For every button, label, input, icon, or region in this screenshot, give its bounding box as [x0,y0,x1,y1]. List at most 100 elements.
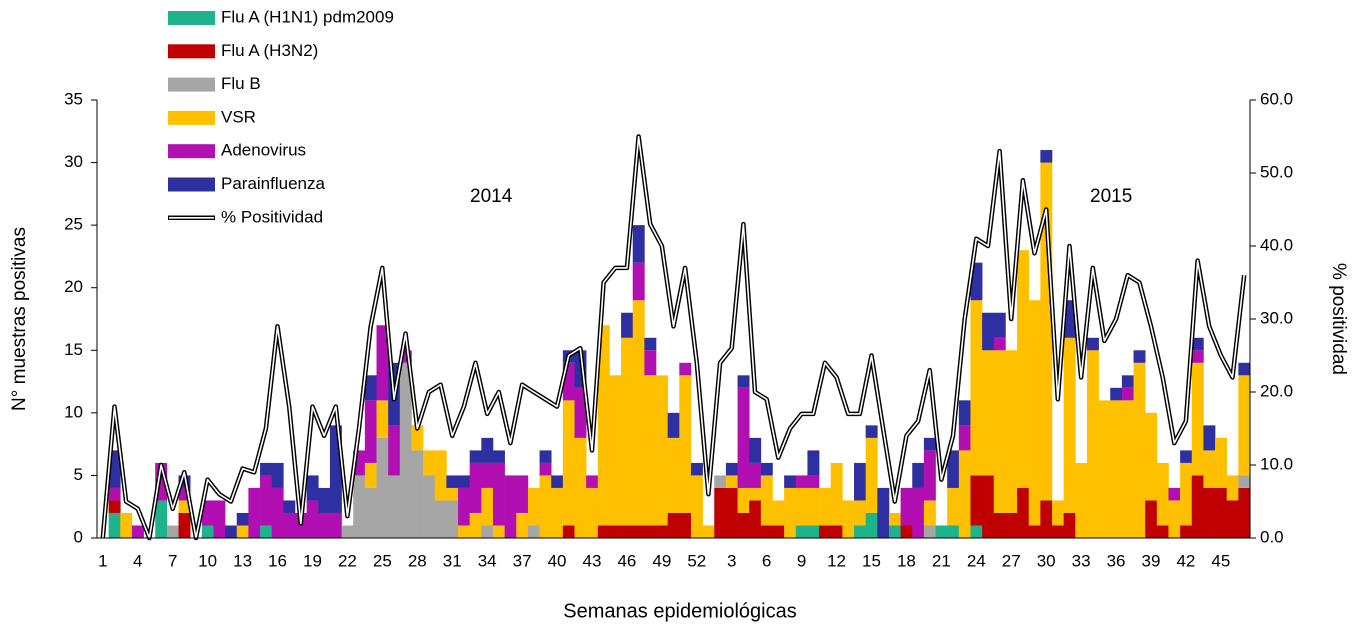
bar-segment [481,525,494,538]
x-tick-label: 9 [797,551,806,570]
bar-segment [854,500,866,526]
bar-segment [574,387,587,438]
x-tick-label: 40 [548,551,567,570]
bar-segment [329,425,342,513]
bar-segment [644,337,657,351]
bar-segment [830,525,843,538]
bar-segment [260,525,272,538]
bar-segment [446,487,459,501]
bar-segment [1238,375,1251,476]
bar-segment [376,325,389,401]
bar-segment [749,437,762,463]
bar-segment [399,350,412,363]
x-tick-label: 45 [1211,551,1230,570]
bar-segment [912,462,925,488]
bar-segment [586,475,599,488]
bar-segment [446,500,459,538]
bar-segment [1110,387,1123,401]
bar-segment [201,525,214,538]
bar-segment [842,500,855,538]
bar-segment [423,450,436,476]
bar-segment [784,487,797,538]
legend-label: Parainfluenza [221,174,326,193]
bar-segment [621,312,634,338]
bar-segment [644,350,657,376]
bar-segment [225,525,238,538]
y-tick-label: 15 [64,340,83,359]
x-axis-title: Semanas epidemiológicas [563,600,796,622]
bar-segment [492,462,505,526]
x-tick-label: 39 [1142,551,1161,570]
bar-segment [1156,462,1169,526]
bar-segment [1168,500,1181,538]
bar-segment [388,425,401,476]
bar-segment [795,475,808,488]
bar-segment [586,487,599,538]
x-tick-label: 16 [268,551,287,570]
bar-segment [632,262,645,301]
x-tick-label: 49 [652,551,671,570]
bar-segment [854,525,866,538]
bar-segment [1238,487,1251,538]
bar-segment [481,462,494,488]
bar-segment [1028,300,1041,526]
bar-segment [656,525,668,538]
bar-segment [1203,487,1216,538]
y2-tick-label: 50.0 [1260,162,1293,181]
bar-segment [353,450,366,476]
bar-segment [178,487,191,501]
bar-segment [772,525,785,538]
bar-segment [1238,475,1251,488]
bar-segment [1005,512,1018,538]
bar-segment [434,450,447,501]
bar-segment [760,525,773,538]
legend-swatch [168,144,215,159]
bar-segment [1086,350,1099,538]
bar-segment [120,512,133,538]
bar-segment [1226,475,1239,501]
bar-segment [1180,462,1193,526]
bar-segment [1028,525,1041,538]
bar-segment [504,475,517,538]
bar-segment [865,512,878,538]
bar-segment [679,375,692,513]
bar-segment [411,425,424,451]
legend-item: Flu A (H3N2) [168,41,318,60]
annotation: 2015 [1090,186,1132,207]
bar-segment [201,500,214,526]
bar-segment [260,462,272,476]
bar-segment [411,450,424,538]
bar-segment [1191,475,1204,538]
bar-segment [970,475,983,526]
bar-segment [609,375,622,526]
bar-segment [574,437,587,538]
bar-segment [516,512,529,538]
bar-segment [1063,512,1076,538]
bar-segment [458,475,470,488]
bar-segment [283,512,296,538]
bar-segment [865,425,878,438]
bar-segment [178,512,191,538]
bar-segment [714,475,727,488]
bar-segment [982,350,995,476]
bar-segment [784,475,797,488]
bar-segment [1075,462,1088,538]
legend-item: Parainfluenza [168,174,326,193]
bar-segment [562,362,575,401]
bar-segment [1063,300,1076,338]
bar-segment [1215,487,1228,538]
x-tick-label: 13 [233,551,252,570]
bar-segment [993,512,1006,538]
y-tick-label: 10 [64,402,83,421]
x-tick-label: 1 [98,551,107,570]
legend-item: Flu A (H1N1) pdm2009 [168,7,394,26]
legend-label: Adenovirus [221,141,306,160]
bar-segment [807,450,820,476]
bar-segment [1191,350,1204,363]
x-tick-label: 31 [443,551,462,570]
bar-segment [923,450,936,501]
bar-segment [481,487,494,526]
x-tick-label: 46 [617,551,636,570]
bar-segment [1121,387,1134,401]
bar-segment [492,450,505,463]
